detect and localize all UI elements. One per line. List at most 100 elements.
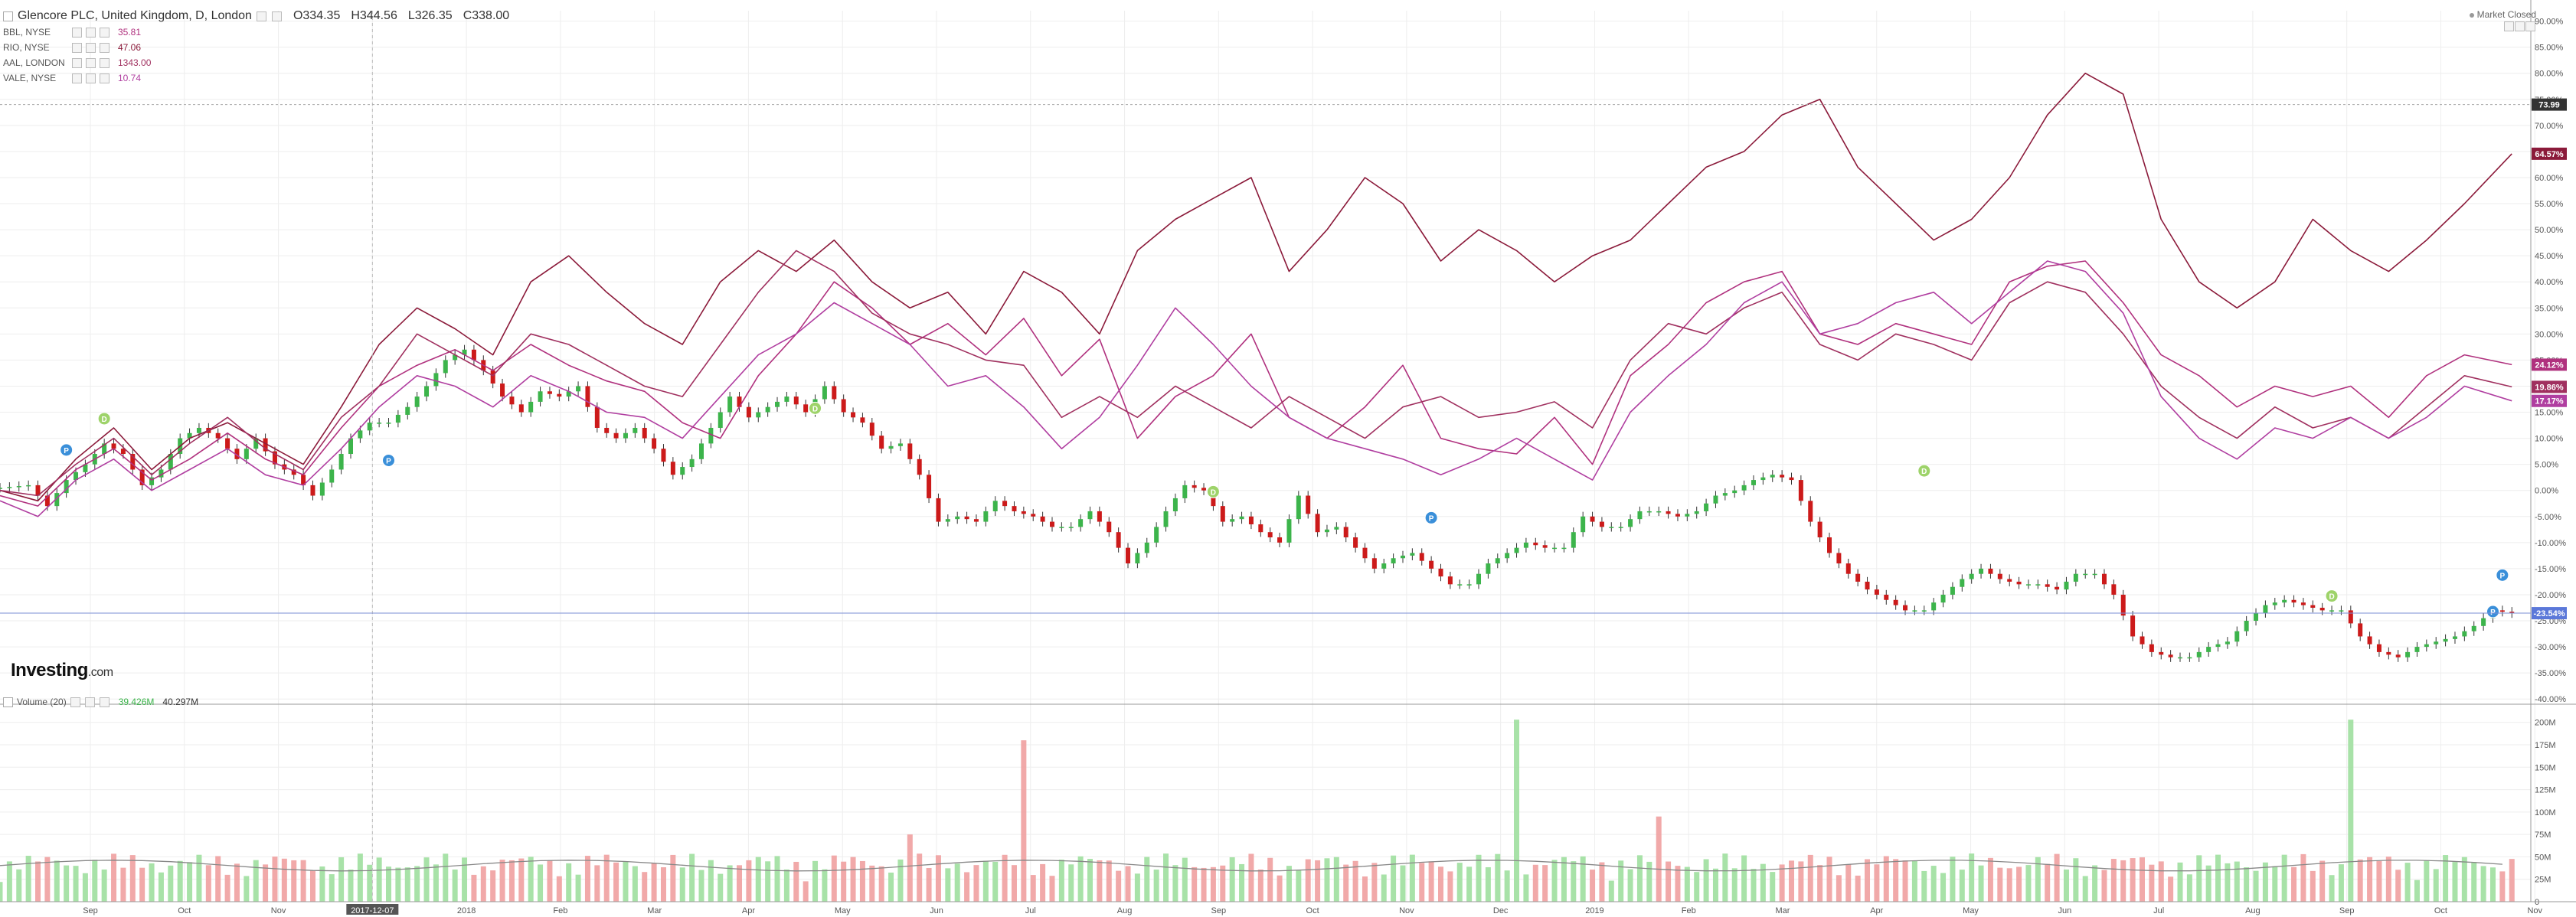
crosshair-date-box — [346, 904, 399, 915]
collapse-icon[interactable] — [3, 11, 13, 21]
settings-icon[interactable] — [86, 73, 96, 83]
candle-body — [547, 391, 552, 394]
volume-bar — [111, 853, 117, 902]
candle-body — [215, 432, 221, 439]
volume-bar — [414, 866, 420, 902]
x-tick-label: Apr — [742, 906, 755, 915]
candle-body — [471, 349, 476, 361]
eye-icon[interactable] — [72, 42, 82, 53]
volume-bar — [660, 867, 666, 902]
investing-logo: Investing.com — [11, 660, 113, 680]
volume-bar — [338, 857, 345, 902]
volume-bar — [783, 869, 789, 902]
candle-body — [1410, 553, 1415, 556]
price-tag: -23.54% — [2532, 607, 2567, 620]
close-icon[interactable] — [99, 697, 110, 707]
settings-icon[interactable] — [86, 57, 96, 68]
candle-body — [54, 493, 60, 507]
y-tick-label: 90.00% — [2535, 18, 2564, 27]
comparison-symbol: BBL, NYSE — [3, 27, 51, 38]
volume-bar — [1391, 855, 1397, 902]
comparison-row-aal: AAL, LONDON 1343.00 — [3, 55, 509, 70]
candle-body — [1286, 519, 1292, 543]
volume-bar — [291, 860, 297, 902]
close-icon[interactable] — [100, 27, 110, 38]
candle-body — [737, 396, 742, 407]
candle-body — [1315, 514, 1320, 533]
volume-bar — [1248, 853, 1254, 902]
candle-body — [2509, 612, 2515, 614]
collapse-icon[interactable] — [3, 697, 13, 707]
candle-body — [1561, 547, 1567, 550]
volume-bar — [2225, 863, 2231, 902]
volume-bar — [1476, 854, 1482, 902]
volume-bar — [2376, 860, 2382, 902]
volume-bar — [1883, 856, 1889, 902]
volume-bar — [1381, 874, 1387, 902]
x-tick-label: May — [1963, 906, 1979, 915]
volume-bar — [1580, 856, 1586, 902]
volume-bar — [1277, 875, 1283, 902]
candle-body — [1126, 547, 1131, 564]
eye-icon[interactable] — [70, 697, 80, 707]
volume-bar — [35, 861, 41, 902]
candle-body — [462, 349, 467, 355]
eye-icon[interactable] — [256, 11, 266, 21]
candle-body — [1893, 599, 1898, 605]
eye-icon[interactable] — [72, 73, 82, 83]
volume-bar — [205, 865, 211, 902]
volume-value: 39.426M — [118, 697, 155, 707]
volume-bar — [1097, 860, 1103, 902]
candle-body — [2319, 607, 2325, 611]
eye-icon[interactable] — [72, 27, 82, 38]
main-legend-row: Glencore PLC, United Kingdom, D, London … — [3, 8, 509, 24]
volume-tick-label: 200M — [2535, 719, 2556, 728]
candle-body — [1523, 542, 1528, 548]
settings-icon[interactable] — [271, 11, 282, 21]
volume-bar — [1116, 870, 1122, 902]
volume-bar — [982, 860, 989, 902]
x-tick-label: Jun — [930, 906, 943, 915]
volume-bar — [2177, 862, 2183, 902]
window-minimize-icon[interactable] — [2504, 21, 2514, 31]
comparison-line — [0, 260, 2512, 507]
volume-bar — [1087, 859, 1093, 902]
volume-bar — [2168, 876, 2174, 902]
candle-body — [1770, 475, 1775, 478]
volume-bar — [2424, 860, 2430, 902]
price-tag-box — [2532, 98, 2567, 111]
close-icon[interactable] — [100, 73, 110, 83]
settings-icon[interactable] — [86, 42, 96, 53]
settings-icon[interactable] — [86, 27, 96, 38]
window-maximize-icon[interactable] — [2515, 21, 2525, 31]
volume-bar — [1058, 860, 1064, 902]
candle-body — [604, 427, 610, 433]
candle-body — [414, 396, 420, 407]
candle-body — [0, 488, 2, 489]
marker-label: D — [2329, 593, 2334, 602]
volume-bar — [1656, 816, 1662, 902]
close-icon[interactable] — [100, 42, 110, 53]
candle-body — [2481, 618, 2486, 626]
volume-bar — [2291, 866, 2297, 902]
volume-bar — [2443, 855, 2449, 902]
close-icon[interactable] — [100, 57, 110, 68]
candle-body — [897, 443, 903, 446]
volume-bar — [774, 856, 780, 902]
dividend-marker: D — [1917, 464, 1931, 478]
volume-bar — [1627, 869, 1633, 902]
candle-body — [992, 501, 998, 511]
settings-icon[interactable] — [84, 697, 95, 707]
y-tick-label: 5.00% — [2535, 461, 2558, 470]
price-tag: 24.12% — [2532, 358, 2567, 371]
candle-body — [1884, 594, 1889, 600]
eye-icon[interactable] — [72, 57, 82, 68]
x-tick-label: Sep — [1211, 906, 1227, 915]
volume-bar — [2244, 867, 2250, 902]
marker-label: P — [386, 457, 391, 465]
open-value: O334.35 — [293, 9, 341, 22]
window-close-icon[interactable] — [2525, 21, 2535, 31]
main-series-candles — [0, 344, 2515, 662]
volume-bar — [2348, 720, 2354, 902]
